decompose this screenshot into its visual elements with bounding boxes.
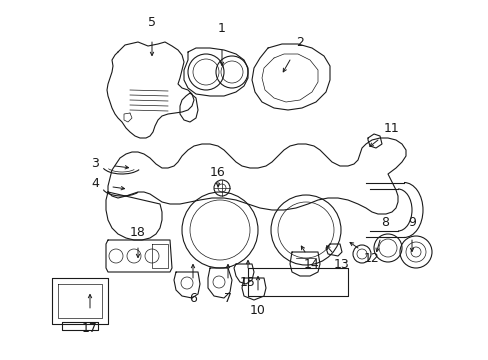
Text: 16: 16	[210, 166, 225, 179]
Text: 6: 6	[189, 292, 197, 305]
Text: 17: 17	[82, 321, 98, 334]
Text: 12: 12	[364, 252, 379, 265]
Text: 13: 13	[333, 257, 349, 270]
Text: 1: 1	[218, 22, 225, 35]
Text: 15: 15	[240, 275, 255, 288]
Text: 11: 11	[384, 122, 399, 135]
Text: 18: 18	[130, 225, 145, 239]
Text: 3: 3	[91, 157, 99, 170]
Text: 4: 4	[91, 176, 99, 189]
Text: 8: 8	[380, 216, 388, 229]
Text: 5: 5	[148, 15, 156, 28]
Text: 7: 7	[224, 292, 231, 305]
Text: 9: 9	[407, 216, 415, 229]
Text: 2: 2	[295, 36, 304, 49]
Text: 14: 14	[304, 257, 319, 270]
Text: 10: 10	[249, 303, 265, 316]
